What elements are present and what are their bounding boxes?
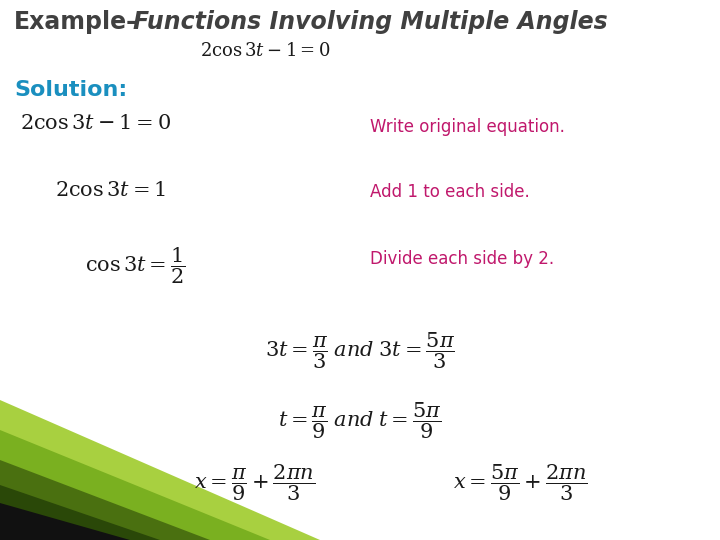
Text: $3t = \dfrac{\pi}{3}\; \mathit{and}\; 3t = \dfrac{5\pi}{3}$: $3t = \dfrac{\pi}{3}\; \mathit{and}\; 3t… [265, 330, 455, 370]
Text: Functions Involving Multiple Angles: Functions Involving Multiple Angles [133, 10, 608, 34]
Polygon shape [0, 485, 160, 540]
Text: Add 1 to each side.: Add 1 to each side. [370, 183, 530, 201]
Text: $\cos 3t = \dfrac{1}{2}$: $\cos 3t = \dfrac{1}{2}$ [85, 245, 186, 286]
Polygon shape [0, 400, 320, 540]
Text: Example–: Example– [14, 10, 139, 34]
Text: $t = \dfrac{\pi}{9}\; \mathit{and}\; t = \dfrac{5\pi}{9}$: $t = \dfrac{\pi}{9}\; \mathit{and}\; t =… [278, 400, 442, 441]
Polygon shape [0, 503, 130, 540]
Text: Divide each side by 2.: Divide each side by 2. [370, 250, 554, 268]
Text: Write original equation.: Write original equation. [370, 118, 565, 136]
Text: $2\cos 3t - 1 = 0$: $2\cos 3t - 1 = 0$ [200, 42, 330, 60]
Text: Solution:: Solution: [14, 80, 127, 100]
Polygon shape [0, 430, 270, 540]
Text: $2\cos 3t = 1$: $2\cos 3t = 1$ [55, 180, 166, 200]
Text: $2\cos 3t - 1 = 0$: $2\cos 3t - 1 = 0$ [20, 113, 171, 133]
Polygon shape [0, 460, 210, 540]
Text: $x = \dfrac{\pi}{9} + \dfrac{2\pi n}{3}$: $x = \dfrac{\pi}{9} + \dfrac{2\pi n}{3}$ [194, 462, 315, 503]
Text: $x = \dfrac{5\pi}{9} + \dfrac{2\pi n}{3}$: $x = \dfrac{5\pi}{9} + \dfrac{2\pi n}{3}… [453, 462, 588, 503]
